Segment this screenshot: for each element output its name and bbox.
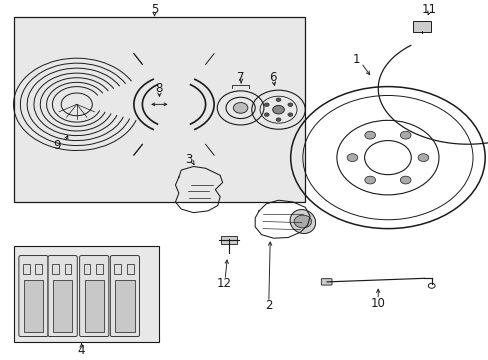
Text: 3: 3 bbox=[184, 153, 192, 166]
FancyBboxPatch shape bbox=[84, 280, 104, 332]
FancyBboxPatch shape bbox=[14, 17, 305, 202]
Circle shape bbox=[287, 103, 292, 107]
Text: 6: 6 bbox=[268, 71, 276, 84]
Circle shape bbox=[287, 113, 292, 116]
Circle shape bbox=[364, 176, 375, 184]
Circle shape bbox=[272, 105, 284, 114]
Text: 8: 8 bbox=[155, 82, 163, 95]
FancyBboxPatch shape bbox=[96, 264, 103, 274]
Circle shape bbox=[293, 215, 311, 228]
FancyBboxPatch shape bbox=[53, 280, 72, 332]
FancyBboxPatch shape bbox=[83, 264, 90, 274]
FancyBboxPatch shape bbox=[115, 280, 134, 332]
Text: 7: 7 bbox=[237, 71, 244, 84]
FancyBboxPatch shape bbox=[48, 256, 77, 337]
Ellipse shape bbox=[289, 210, 315, 234]
FancyBboxPatch shape bbox=[126, 264, 133, 274]
FancyBboxPatch shape bbox=[24, 280, 43, 332]
FancyBboxPatch shape bbox=[35, 264, 42, 274]
FancyBboxPatch shape bbox=[19, 256, 48, 337]
FancyBboxPatch shape bbox=[321, 279, 331, 285]
FancyBboxPatch shape bbox=[110, 256, 139, 337]
Circle shape bbox=[346, 154, 357, 162]
FancyBboxPatch shape bbox=[220, 237, 237, 244]
Text: 5: 5 bbox=[151, 3, 158, 16]
Text: 4: 4 bbox=[78, 344, 85, 357]
FancyBboxPatch shape bbox=[52, 264, 59, 274]
Circle shape bbox=[233, 103, 247, 113]
Circle shape bbox=[264, 103, 268, 107]
FancyBboxPatch shape bbox=[23, 264, 30, 274]
Circle shape bbox=[364, 131, 375, 139]
Text: 10: 10 bbox=[370, 297, 385, 310]
Circle shape bbox=[264, 113, 268, 116]
FancyBboxPatch shape bbox=[412, 21, 430, 32]
Circle shape bbox=[400, 131, 410, 139]
Circle shape bbox=[276, 118, 281, 121]
Text: 12: 12 bbox=[216, 277, 231, 290]
Circle shape bbox=[417, 154, 428, 162]
FancyBboxPatch shape bbox=[114, 264, 121, 274]
Text: 9: 9 bbox=[54, 139, 61, 152]
FancyBboxPatch shape bbox=[14, 246, 159, 342]
Text: 11: 11 bbox=[421, 3, 436, 16]
FancyBboxPatch shape bbox=[80, 256, 109, 337]
Circle shape bbox=[276, 98, 281, 102]
FancyBboxPatch shape bbox=[64, 264, 71, 274]
Text: 1: 1 bbox=[352, 54, 359, 67]
Text: 2: 2 bbox=[264, 299, 272, 312]
Circle shape bbox=[400, 176, 410, 184]
